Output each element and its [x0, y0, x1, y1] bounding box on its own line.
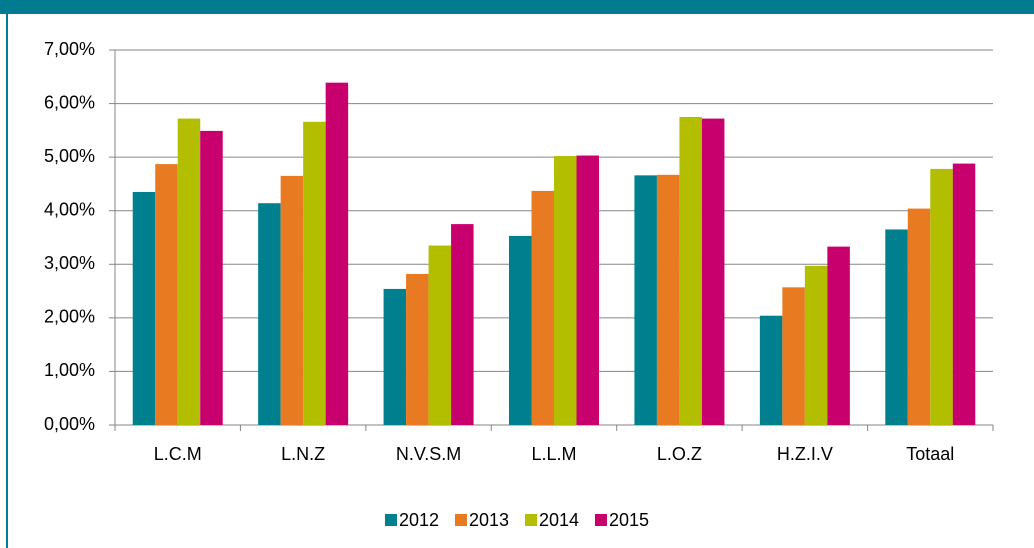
y-tick-label: 6,00%	[44, 92, 95, 112]
y-tick-label: 5,00%	[44, 146, 95, 166]
y-tick-label: 0,00%	[44, 414, 95, 434]
legend-label: 2015	[609, 510, 649, 530]
legend-label: 2014	[539, 510, 579, 530]
bar	[554, 156, 577, 426]
bar	[701, 118, 725, 426]
bar	[576, 155, 599, 426]
y-tick-label: 3,00%	[44, 253, 95, 273]
header-bar	[0, 0, 1034, 14]
bar	[177, 118, 201, 426]
bar	[827, 246, 850, 425]
bar	[509, 235, 532, 425]
bar	[759, 315, 783, 425]
bar	[804, 265, 828, 425]
bar	[679, 116, 702, 425]
legend-swatch	[525, 514, 537, 526]
bar	[303, 121, 326, 426]
legend-label: 2012	[399, 510, 439, 530]
bar	[406, 273, 429, 425]
bar	[383, 288, 407, 425]
bar	[428, 245, 452, 425]
bar	[280, 175, 304, 425]
bar	[325, 82, 349, 425]
bar	[200, 130, 223, 425]
bar	[132, 191, 156, 425]
legend-swatch	[455, 514, 467, 526]
bar	[885, 229, 908, 425]
x-tick-label: N.V.S.M	[396, 444, 461, 464]
x-tick-label: L.L.M	[531, 444, 576, 464]
bar	[258, 203, 281, 425]
x-tick-label: L.N.Z	[281, 444, 325, 464]
legend-swatch	[595, 514, 607, 526]
bar	[930, 168, 953, 425]
bar	[634, 175, 657, 425]
left-border	[6, 14, 8, 548]
bar	[656, 174, 680, 425]
y-tick-label: 2,00%	[44, 307, 95, 327]
y-tick-label: 1,00%	[44, 360, 95, 380]
x-tick-label: Totaal	[906, 444, 954, 464]
bar	[952, 163, 976, 426]
bar	[531, 190, 554, 425]
legend-swatch	[385, 514, 397, 526]
x-tick-label: H.Z.I.V	[777, 444, 833, 464]
bar	[451, 224, 474, 425]
y-tick-label: 4,00%	[44, 199, 95, 219]
legend-label: 2013	[469, 510, 509, 530]
bar	[155, 164, 178, 425]
x-tick-label: L.O.Z	[657, 444, 702, 464]
bar	[907, 208, 931, 425]
y-tick-label: 7,00%	[44, 39, 95, 59]
x-tick-label: L.C.M	[154, 444, 202, 464]
bar	[782, 287, 805, 425]
